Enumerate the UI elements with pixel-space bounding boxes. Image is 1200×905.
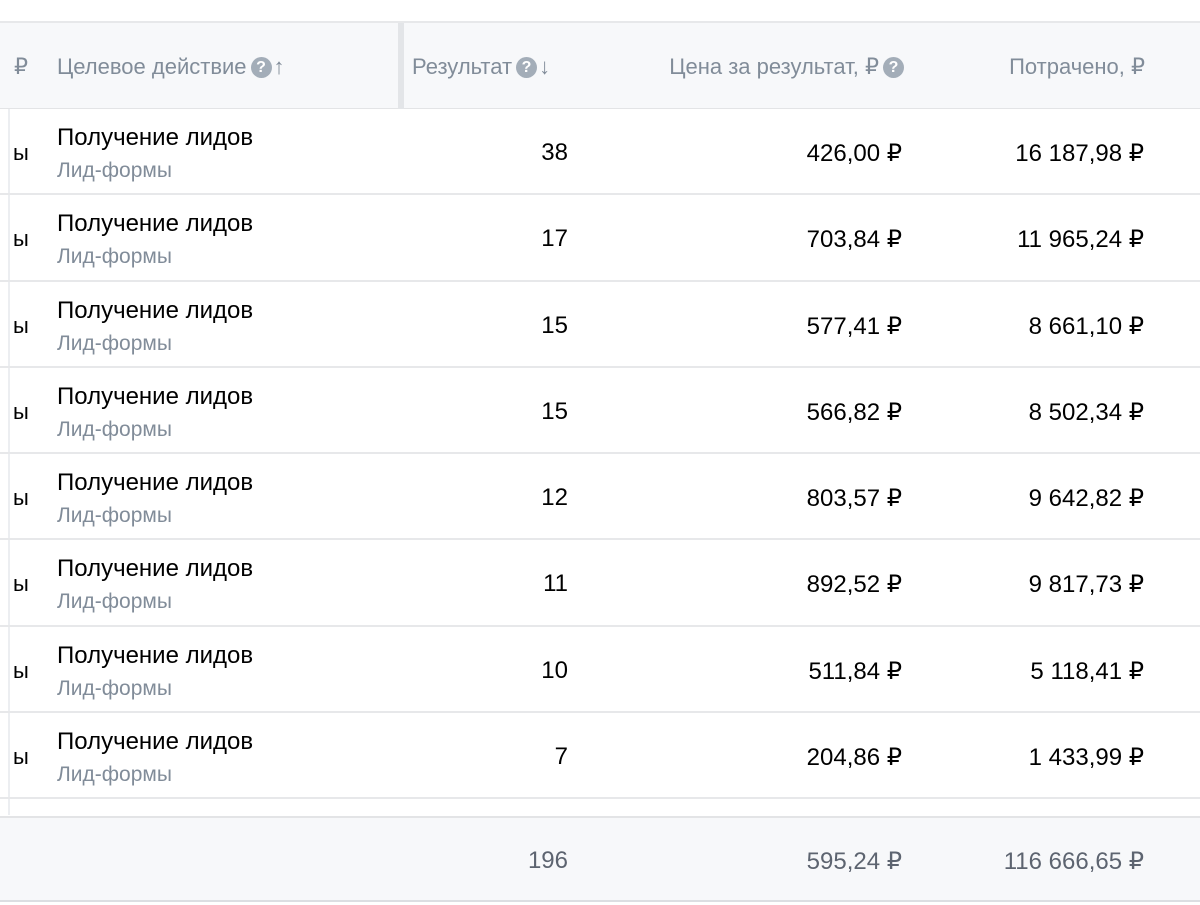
target-action-cell: Получение лидов [57,210,254,238]
truncated-cell: ы [13,226,29,252]
table-row[interactable]: ы Получение лидов Лид-формы 15 566,82 ₽ … [0,368,1200,455]
target-action-source: Лид-формы [57,245,172,269]
table-row[interactable]: ы Получение лидов Лид-формы 17 703,84 ₽ … [0,195,1200,282]
table-top-border [0,21,1200,23]
price-cell: 511,84 ₽ [808,657,902,685]
result-cell: 12 [541,484,568,512]
truncated-cell: ы [13,485,29,511]
price-cell: 892,52 ₽ [806,571,902,599]
table-bottom-border [0,900,1200,902]
header-target-action[interactable]: Целевое действие? ↑ [57,23,285,109]
header-price-label: Цена за результат, ₽ [669,54,879,79]
header-result-label: Результат [412,54,513,79]
header-result[interactable]: Результат? ↓ [412,23,550,109]
table-row[interactable]: ы Получение лидов Лид-формы 11 892,52 ₽ … [0,540,1200,627]
help-icon[interactable]: ? [516,57,538,78]
target-action-source: Лид-формы [57,504,172,528]
result-cell: 11 [543,570,568,598]
spent-cell: 9 817,73 ₽ [1028,571,1144,599]
total-spent: 116 666,65 ₽ [1003,848,1144,875]
result-cell: 17 [541,225,568,253]
price-cell: 426,00 ₽ [806,140,902,167]
target-action-cell: Получение лидов [57,124,254,151]
result-cell: 38 [541,139,568,166]
sort-ascending-icon[interactable]: ↑ [273,54,285,79]
table-row[interactable]: ы Получение лидов Лид-формы 38 426,00 ₽ … [0,109,1200,196]
target-action-source: Лид-формы [57,159,172,182]
result-cell: 7 [554,743,568,771]
sort-descending-icon[interactable]: ↓ [539,54,551,79]
target-action-source: Лид-формы [57,331,172,355]
header-price-per-result[interactable]: Цена за результат, ₽? [669,23,904,109]
sticky-column-edge [8,109,10,815]
table-row[interactable]: ы Получение лидов Лид-формы 7 204,86 ₽ 1… [0,713,1200,800]
target-action-source: Лид-формы [57,676,172,700]
price-cell: 703,84 ₽ [806,226,902,254]
header-spent[interactable]: Потрачено, ₽ [1009,23,1145,109]
truncated-cell: ы [13,657,29,683]
target-action-cell: Получение лидов [57,469,254,497]
price-cell: 803,57 ₽ [806,485,902,513]
help-icon[interactable]: ? [883,57,904,78]
help-icon[interactable]: ? [250,57,272,78]
spent-cell: 5 118,41 ₽ [1030,657,1144,685]
totals-row: 196 595,24 ₽ 116 666,65 ₽ [0,816,1200,900]
target-action-source: Лид-формы [57,763,172,787]
truncated-cell: ы [13,398,29,424]
price-cell: 577,41 ₽ [806,312,902,340]
price-cell: 204,86 ₽ [806,744,902,772]
result-cell: 15 [541,311,568,339]
total-result: 196 [527,847,568,874]
spent-cell: 9 642,82 ₽ [1028,485,1144,513]
header-target-action-label: Целевое действие [57,54,247,79]
result-cell: 10 [541,656,568,684]
spent-cell: 11 965,24 ₽ [1017,226,1144,254]
table-body: ы Получение лидов Лид-формы 38 426,00 ₽ … [0,109,1200,800]
table-header: ₽ Целевое действие? ↑ Результат? ↓ Цена за… [0,23,1200,109]
target-action-cell: Получение лидов [57,382,254,410]
target-action-source: Лид-формы [57,590,172,614]
table-row[interactable]: ы Получение лидов Лид-формы 15 577,41 ₽ … [0,282,1200,368]
table-row[interactable]: ы Получение лидов Лид-формы 12 803,57 ₽ … [0,454,1200,541]
truncated-cell: ы [13,140,29,165]
spent-cell: 16 187,98 ₽ [1015,140,1144,167]
target-action-source: Лид-формы [57,417,172,441]
header-cut-column: ₽ [14,54,28,79]
target-action-cell: Получение лидов [57,296,254,324]
target-action-cell: Получение лидов [57,728,254,756]
truncated-cell: ы [13,312,29,338]
spent-cell: 8 502,34 ₽ [1028,398,1144,426]
total-price: 595,24 ₽ [806,848,902,875]
header-spent-label: Потрачено, ₽ [1009,54,1145,79]
result-cell: 15 [541,397,568,425]
price-cell: 566,82 ₽ [806,398,902,426]
truncated-cell: ы [13,744,29,770]
spent-cell: 1 433,99 ₽ [1028,744,1144,772]
target-action-cell: Получение лидов [57,555,254,583]
spent-cell: 8 661,10 ₽ [1028,312,1144,340]
table-row[interactable]: ы Получение лидов Лид-формы 10 511,84 ₽ … [0,627,1200,714]
truncated-cell: ы [13,571,29,597]
column-resize-handle[interactable] [398,23,404,109]
target-action-cell: Получение лидов [57,641,254,669]
